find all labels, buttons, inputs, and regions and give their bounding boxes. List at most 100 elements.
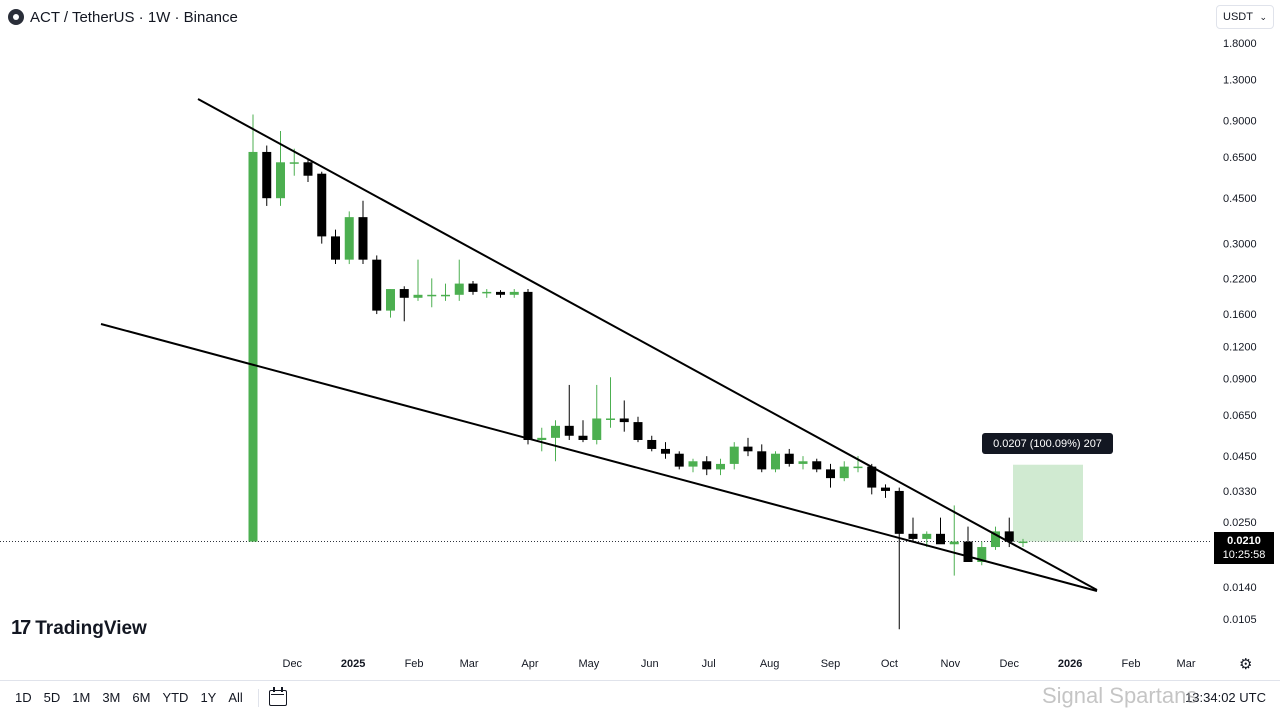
- time-tick-label: Feb: [405, 658, 424, 670]
- time-tick-label: Dec: [283, 658, 303, 670]
- candle-body: [386, 289, 395, 311]
- price-tick-label: 0.0900: [1223, 374, 1257, 386]
- candle-body: [606, 418, 615, 420]
- time-tick-label: Aug: [760, 658, 780, 670]
- candle-body: [963, 541, 973, 562]
- price-tick-label: 0.0450: [1223, 451, 1257, 463]
- tradingview-wordmark: TradingView: [35, 617, 147, 639]
- range-5d-button[interactable]: 5D: [43, 690, 61, 705]
- candle-body: [468, 283, 478, 292]
- range-6m-button[interactable]: 6M: [132, 690, 151, 705]
- currency-label: USDT: [1223, 11, 1253, 23]
- candle-body: [867, 466, 877, 488]
- gear-icon[interactable]: ⚙: [1239, 656, 1253, 673]
- candle-body: [661, 448, 670, 454]
- candle-body: [647, 439, 657, 449]
- range-1m-button[interactable]: 1M: [72, 690, 91, 705]
- price-tick-label: 1.3000: [1223, 74, 1257, 86]
- bar-countdown: 10:25:58: [1222, 549, 1266, 561]
- bottom-toolbar: 1D 5D 1M 3M 6M YTD 1Y All 13:34:02 UTC: [0, 680, 1280, 714]
- time-tick-label: 2025: [341, 658, 365, 670]
- tradingview-logo[interactable]: 17 TradingView: [11, 617, 147, 640]
- time-tick-label: Jun: [641, 658, 659, 670]
- candle-body: [413, 294, 423, 298]
- symbol-logo-icon: [8, 9, 24, 25]
- range-1y-button[interactable]: 1Y: [200, 690, 217, 705]
- price-tick-label: 0.0330: [1223, 486, 1257, 498]
- measure-zone: [1013, 464, 1083, 542]
- candle-body: [936, 533, 945, 545]
- measure-label: 0.0207 (100.09%) 207: [982, 433, 1113, 454]
- price-tick-label: 0.1200: [1223, 341, 1257, 353]
- candle-body: [881, 487, 890, 491]
- candle-body: [839, 466, 849, 479]
- candle-body: [784, 453, 794, 464]
- utc-clock[interactable]: 13:34:02 UTC: [1185, 690, 1266, 705]
- price-tick-label: 0.1600: [1223, 309, 1257, 321]
- time-tick-label: Mar: [1177, 658, 1196, 670]
- candle-body: [344, 217, 354, 260]
- candle-body: [812, 461, 822, 470]
- lower-trendline: [100, 323, 1098, 592]
- price-tick-label: 0.0650: [1223, 410, 1257, 422]
- range-1d-button[interactable]: 1D: [15, 690, 32, 705]
- price-tick-label: 0.0140: [1223, 582, 1257, 594]
- candle-body: [826, 469, 835, 479]
- symbol-title[interactable]: ACT / TetherUS · 1W · Binance: [30, 8, 238, 26]
- candle-body: [619, 418, 629, 423]
- candle-body: [496, 291, 505, 295]
- tradingview-logo-icon: 17: [11, 617, 31, 639]
- time-tick-label: Sep: [821, 658, 841, 670]
- candle-body: [441, 294, 450, 297]
- candle-body: [509, 291, 519, 295]
- candle-body: [276, 162, 285, 199]
- candle-body: [853, 466, 863, 469]
- candle-body: [798, 461, 808, 464]
- time-tick-label: Apr: [521, 658, 538, 670]
- candle-body: [248, 151, 258, 542]
- candle-body: [674, 453, 684, 467]
- candle-body: [729, 446, 739, 464]
- candle-body: [358, 217, 368, 260]
- time-tick-label: Dec: [999, 658, 1019, 670]
- candle-body: [977, 547, 987, 562]
- candle-body: [303, 162, 313, 176]
- candle-body: [427, 294, 437, 297]
- candle-body: [633, 422, 643, 440]
- upper-trendline: [197, 98, 1098, 591]
- last-price-tag: 0.0210 10:25:58: [1214, 532, 1274, 564]
- candle-body: [551, 425, 560, 438]
- price-tick-label: 0.0250: [1223, 517, 1257, 529]
- candle-body: [537, 437, 547, 440]
- candle-body: [317, 173, 327, 237]
- candle-body: [372, 259, 382, 311]
- price-tick-label: 0.0105: [1223, 614, 1257, 626]
- toolbar-divider: [257, 688, 259, 707]
- price-tick-label: 1.8000: [1223, 38, 1257, 50]
- chevron-down-icon: ⌄: [1259, 11, 1267, 22]
- candle-body: [716, 463, 725, 470]
- price-tick-label: 0.6500: [1223, 152, 1257, 164]
- calendar-icon[interactable]: [268, 686, 287, 706]
- candle-body: [1004, 531, 1014, 542]
- currency-select[interactable]: USDT ⌄: [1216, 5, 1274, 29]
- candle-body: [454, 283, 464, 295]
- candle-body: [592, 418, 602, 440]
- candle-body: [908, 533, 918, 539]
- time-tick-label: Jul: [702, 658, 716, 670]
- candle-body: [702, 461, 712, 470]
- range-ytd-button[interactable]: YTD: [162, 690, 189, 705]
- candle-body: [564, 425, 574, 436]
- candle-body: [771, 453, 780, 470]
- range-all-button[interactable]: All: [228, 690, 243, 705]
- symbol-header[interactable]: ACT / TetherUS · 1W · Binance: [8, 6, 238, 28]
- candle-body: [743, 446, 753, 452]
- candle-body: [578, 435, 588, 440]
- candle-body: [991, 531, 1000, 548]
- candle-body: [289, 162, 299, 164]
- range-3m-button[interactable]: 3M: [102, 690, 121, 705]
- time-tick-label: Nov: [941, 658, 961, 670]
- candle-body: [262, 151, 272, 199]
- time-tick-label: Feb: [1122, 658, 1141, 670]
